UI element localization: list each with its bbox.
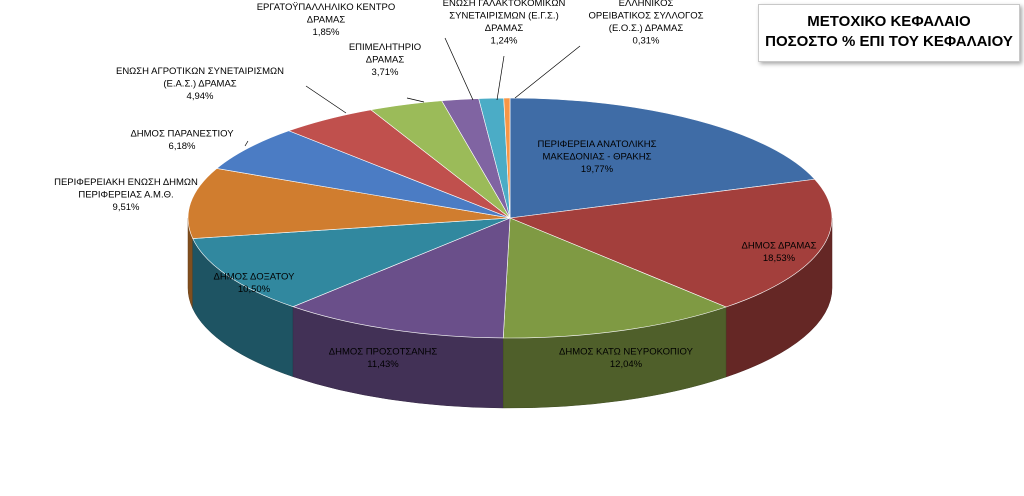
slice-value-11: 0,31% — [633, 35, 660, 46]
slice-value-3: 11,43% — [367, 359, 399, 370]
pie-slice-11 — [503, 97, 511, 219]
slice-label-6: ΔΗΜΟΣ ΠΑΡΑΝΕΣΤΙΟΥ 6,18% — [130, 128, 234, 152]
slice-label-1: ΔΗΜΟΣ ΔΡΑΜΑΣ 18,53% — [742, 240, 817, 264]
leader-lines — [244, 37, 581, 147]
pie-slice-2 — [502, 217, 727, 339]
chart-title-box: ΜΕΤΟΧΙΚΟ ΚΕΦΑΛΑΙΟ ΠΟΣΟΣΤΟ % ΕΠΙ ΤΟΥ ΚΕΦΑ… — [758, 4, 1020, 62]
slice-label-3: ΔΗΜΟΣ ΠΡΟΣΟΤΣΑΝΗΣ 11,43% — [329, 346, 438, 370]
pie-sides — [187, 217, 833, 409]
leader-line-7 — [305, 85, 347, 114]
slice-value-4: 10,50% — [238, 284, 271, 295]
slice-label-line-0-0: ΠΕΡΙΦΕΡΕΙΑ ΑΝΑΤΟΛΙΚΗΣ — [537, 139, 656, 150]
slice-label-line-11-1: ΟΡΕΙΒΑΤΙΚΟΣ ΣΥΛΛΟΓΟΣ — [589, 10, 704, 21]
slice-label-line-7-0: ΕΝΩΣΗ ΑΓΡΟΤΙΚΩΝ ΣΥΝΕΤΑΙΡΙΣΜΩΝ — [116, 66, 284, 77]
pie-slices — [187, 97, 833, 339]
leader-line-11 — [514, 45, 581, 99]
pie-slice-0 — [509, 97, 816, 219]
slice-value-0: 19,77% — [581, 164, 614, 175]
leader-line-9 — [444, 37, 474, 101]
slice-label-line-11-0: ΕΛΛΗΝΙΚΟΣ — [619, 0, 674, 9]
pie-slice-6 — [216, 130, 511, 219]
slice-label-line-3-0: ΔΗΜΟΣ ΠΡΟΣΟΤΣΑΝΗΣ — [329, 346, 438, 357]
leader-line-10 — [496, 55, 505, 101]
slice-value-6: 6,18% — [169, 141, 196, 152]
leader-line-6 — [244, 140, 249, 147]
slice-label-4: ΔΗΜΟΣ ΔΟΞΑΤΟΥ 10,50% — [214, 271, 296, 295]
slice-label-line-9-0: ΕΡΓΑΤΟΫΠΑΛΛΗΛΙΚΟ ΚΕΝΤΡΟ — [257, 2, 396, 13]
pie-slice-1 — [508, 178, 833, 308]
leader-line-8 — [406, 97, 425, 103]
slice-label-line-5-1: ΠΕΡΙΦΕΡΕΙΑΣ Α.Μ.Θ. — [78, 190, 173, 201]
slice-label-line-1-0: ΔΗΜΟΣ ΔΡΑΜΑΣ — [742, 240, 817, 251]
pie-slice-5 — [187, 168, 511, 239]
slice-value-2: 12,04% — [610, 359, 643, 370]
slice-labels: ΠΕΡΙΦΕΡΕΙΑ ΑΝΑΤΟΛΙΚΗΣ ΜΑΚΕΔΟΝΙΑΣ - ΘΡΑΚΗΣ… — [54, 0, 816, 370]
slice-value-8: 3,71% — [372, 67, 399, 78]
slice-value-9: 1,85% — [313, 27, 340, 38]
slice-label-line-10-2: ΔΡΑΜΑΣ — [485, 23, 524, 34]
slice-label-line-9-1: ΔΡΑΜΑΣ — [307, 15, 346, 26]
slice-value-1: 18,53% — [763, 253, 796, 264]
slice-label-line-8-0: ΕΠΙΜΕΛΗΤΗΡΙΟ — [349, 42, 421, 53]
chart-title-line-1: ΜΕΤΟΧΙΚΟ ΚΕΦΑΛΑΙΟ — [807, 13, 971, 30]
pie-slice-3 — [292, 217, 511, 339]
slice-label-0: ΠΕΡΙΦΕΡΕΙΑ ΑΝΑΤΟΛΙΚΗΣ ΜΑΚΕΔΟΝΙΑΣ - ΘΡΑΚΗΣ… — [537, 139, 656, 175]
slice-value-5: 9,51% — [113, 202, 140, 213]
slice-label-5: ΠΕΡΙΦΕΡΕΙΑΚΗ ΕΝΩΣΗ ΔΗΜΩΝ ΠΕΡΙΦΕΡΕΙΑΣ Α.Μ.… — [54, 177, 198, 213]
slice-label-line-8-1: ΔΡΑΜΑΣ — [366, 55, 405, 66]
slice-label-line-0-1: ΜΑΚΕΔΟΝΙΑΣ - ΘΡΑΚΗΣ — [542, 152, 651, 163]
slice-label-line-4-0: ΔΗΜΟΣ ΔΟΞΑΤΟΥ — [214, 271, 296, 282]
slice-label-line-7-1: (Ε.Α.Σ.) ΔΡΑΜΑΣ — [163, 79, 236, 90]
slice-value-7: 4,94% — [187, 91, 214, 102]
slice-label-line-10-0: ΕΝΩΣΗ ΓΑΛΑΚΤΟΚΟΜΙΚΩΝ — [443, 0, 566, 9]
chart-title-line-2: ΠΟΣΟΣΤΟ % ΕΠΙ ΤΟΥ ΚΕΦΑΛΑΙΟΥ — [765, 33, 1013, 50]
slice-label-2: ΔΗΜΟΣ ΚΑΤΩ ΝΕΥΡΟΚΟΠΙΟΥ 12,04% — [559, 346, 694, 370]
slice-label-line-10-1: ΣΥΝΕΤΑΙΡΙΣΜΩΝ (Ε.Γ.Σ.) — [449, 10, 559, 21]
slice-label-line-11-2: (Ε.Ο.Σ.) ΔΡΑΜΑΣ — [609, 23, 684, 34]
slice-label-line-2-0: ΔΗΜΟΣ ΚΑΤΩ ΝΕΥΡΟΚΟΠΙΟΥ — [559, 346, 694, 357]
slice-label-line-5-0: ΠΕΡΙΦΕΡΕΙΑΚΗ ΕΝΩΣΗ ΔΗΜΩΝ — [54, 177, 198, 188]
pie-slice-4 — [192, 217, 511, 308]
slice-label-7: ΕΝΩΣΗ ΑΓΡΟΤΙΚΩΝ ΣΥΝΕΤΑΙΡΙΣΜΩΝ (Ε.Α.Σ.) ΔΡ… — [116, 66, 284, 102]
slice-value-10: 1,24% — [491, 35, 518, 46]
slice-label-line-6-0: ΔΗΜΟΣ ΠΑΡΑΝΕΣΤΙΟΥ — [130, 128, 234, 139]
